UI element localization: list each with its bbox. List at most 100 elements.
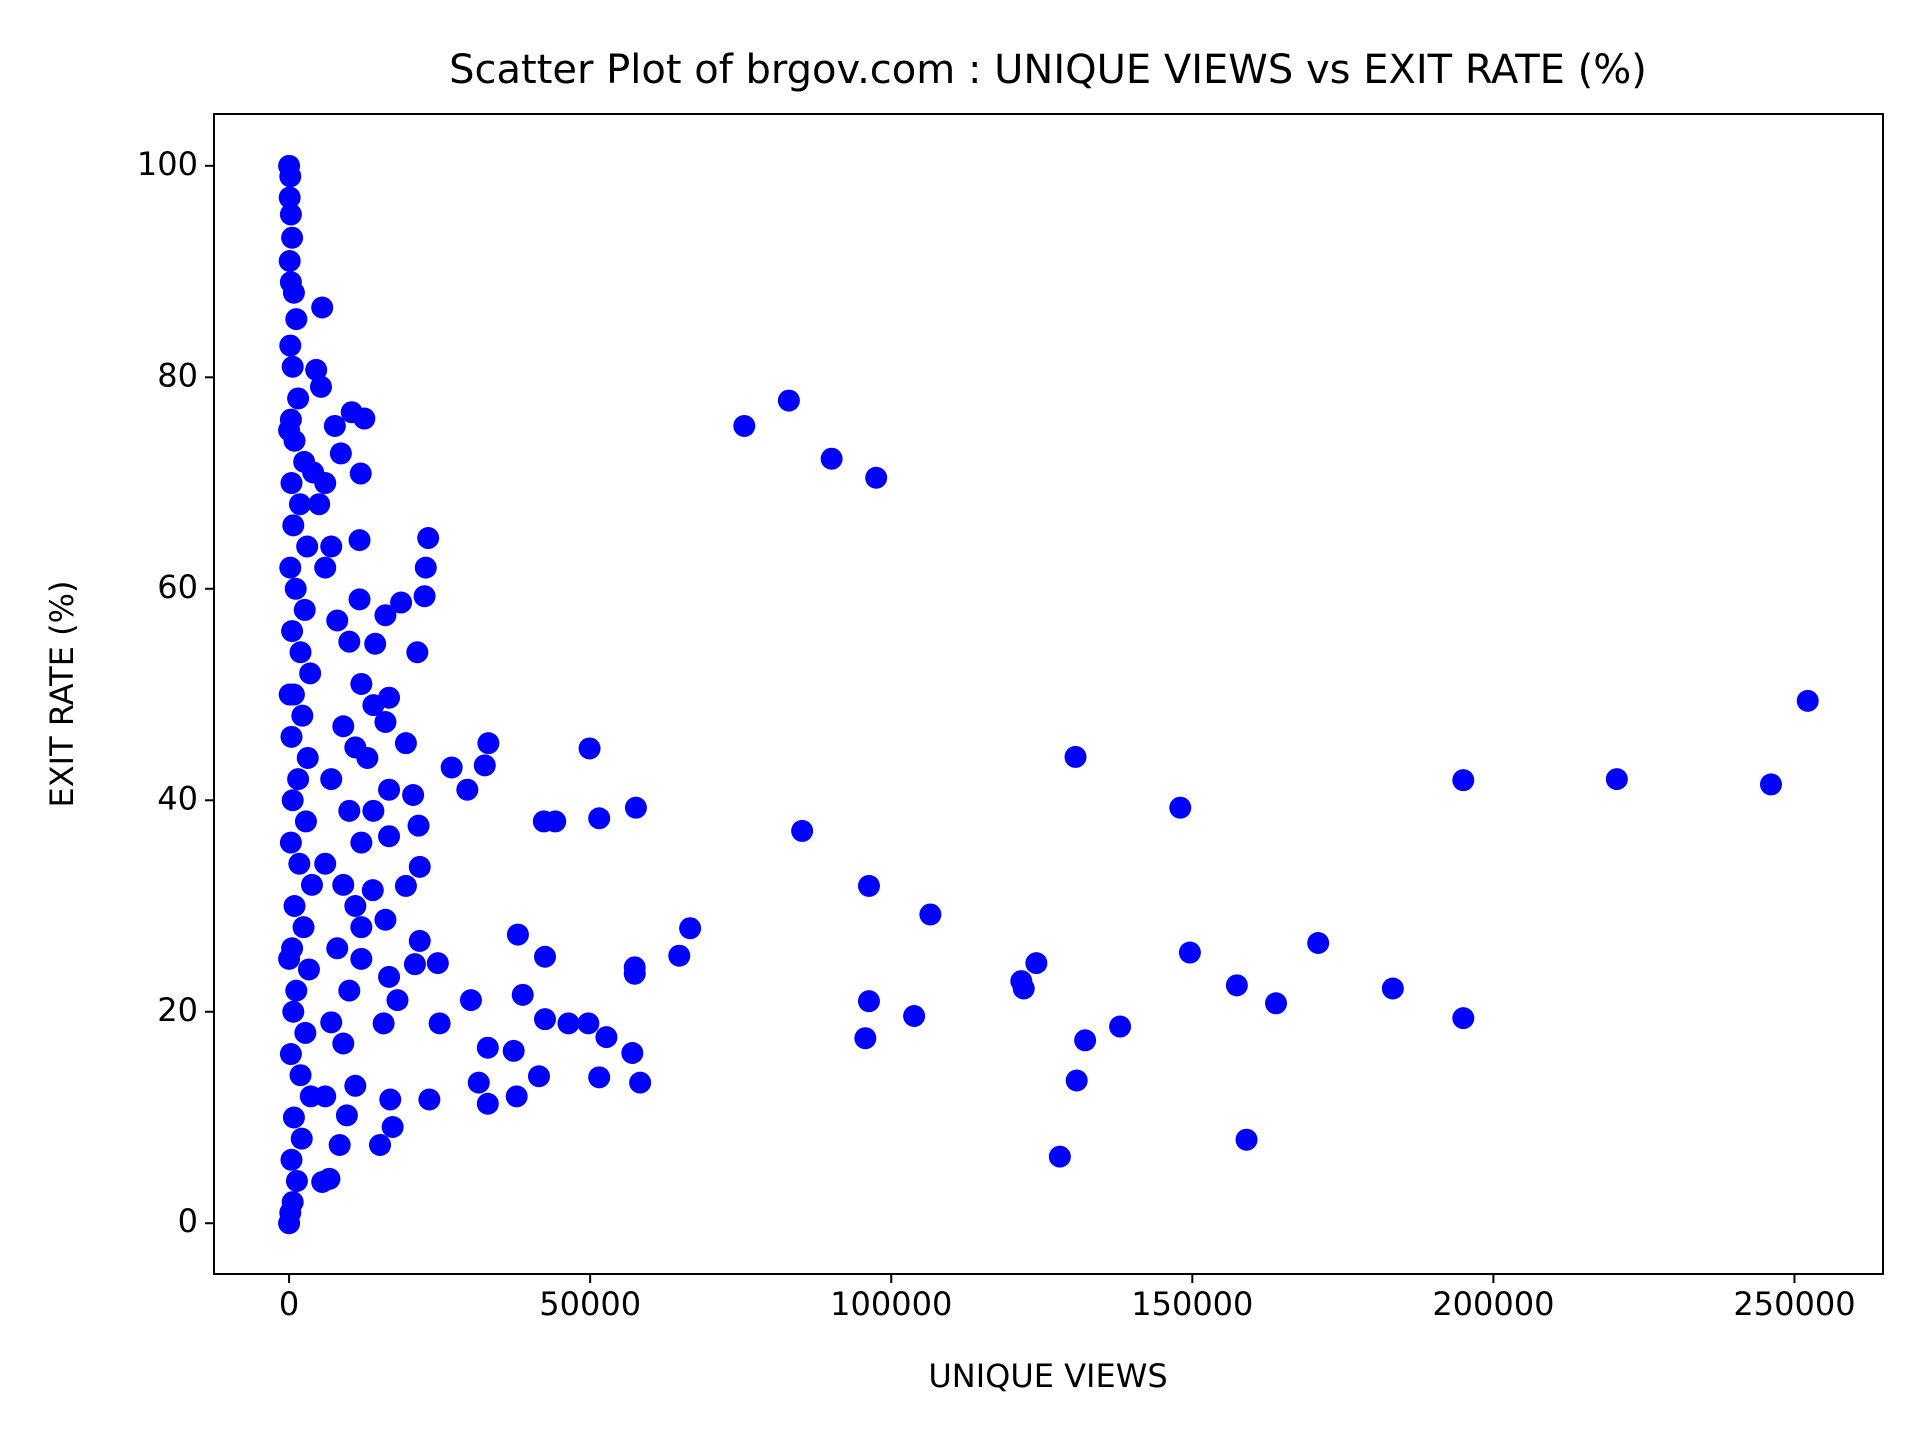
data-point	[344, 895, 367, 918]
data-point	[338, 630, 361, 653]
data-point	[372, 1012, 395, 1035]
data-point	[791, 819, 814, 842]
data-point	[865, 466, 888, 489]
data-point	[294, 1021, 317, 1044]
data-point	[418, 1088, 441, 1111]
data-point	[733, 414, 756, 437]
data-point	[534, 945, 557, 968]
data-point	[314, 556, 337, 579]
data-point	[305, 358, 328, 381]
data-point	[624, 796, 647, 819]
data-point	[394, 874, 417, 897]
data-point	[332, 873, 355, 896]
data-point	[338, 979, 361, 1002]
data-point	[280, 1148, 303, 1171]
data-point	[289, 1064, 312, 1087]
data-point	[328, 1133, 351, 1156]
data-point	[326, 937, 349, 960]
data-point	[473, 754, 496, 777]
data-point	[1381, 977, 1404, 1000]
data-point	[595, 1026, 618, 1049]
data-point	[278, 947, 301, 970]
data-point	[279, 1201, 302, 1224]
y-tick-label: 60	[157, 568, 198, 606]
data-point	[1265, 992, 1288, 1015]
data-point	[311, 296, 334, 319]
data-point	[511, 983, 534, 1006]
data-point	[350, 916, 373, 939]
data-point	[378, 965, 401, 988]
data-point	[406, 641, 429, 664]
data-point	[1074, 1029, 1097, 1052]
data-point	[679, 917, 702, 940]
data-point	[557, 1012, 580, 1035]
data-point	[314, 852, 337, 875]
data-point	[381, 1116, 404, 1139]
data-point	[378, 778, 401, 801]
data-point	[278, 186, 301, 209]
data-point	[281, 226, 304, 249]
data-point	[1169, 796, 1192, 819]
data-point	[394, 732, 417, 755]
plot-frame	[213, 113, 1884, 1275]
data-point	[534, 1008, 557, 1031]
x-tick-label: 50000	[539, 1285, 641, 1323]
data-point	[344, 1074, 367, 1097]
data-point	[362, 694, 385, 717]
data-point	[294, 810, 317, 833]
data-point	[293, 598, 316, 621]
data-point	[369, 1133, 392, 1156]
data-point	[279, 165, 302, 188]
data-point	[300, 873, 323, 896]
data-point	[326, 609, 349, 632]
data-point	[329, 442, 352, 465]
y-tick-label: 80	[157, 356, 198, 394]
data-point	[278, 683, 301, 706]
data-point	[279, 334, 302, 357]
data-point	[623, 962, 646, 985]
data-point	[374, 711, 397, 734]
data-point	[278, 419, 301, 442]
data-point	[332, 715, 355, 738]
data-point	[296, 746, 319, 769]
data-point	[1109, 1015, 1132, 1038]
data-point	[390, 591, 413, 614]
data-point	[476, 1036, 499, 1059]
data-point	[854, 1027, 877, 1050]
data-point	[288, 852, 311, 875]
data-point	[1307, 932, 1330, 955]
data-point	[338, 799, 361, 822]
data-point	[459, 989, 482, 1012]
data-point	[428, 1012, 451, 1035]
data-point	[350, 672, 373, 695]
data-point	[282, 1000, 305, 1023]
data-point	[350, 947, 373, 970]
data-point	[285, 979, 308, 1002]
data-point	[857, 874, 880, 897]
data-point	[332, 1032, 355, 1055]
data-point	[407, 814, 430, 837]
data-point	[527, 1065, 550, 1088]
data-point	[502, 1039, 525, 1062]
y-tick-label: 100	[137, 145, 198, 183]
data-point	[308, 493, 331, 516]
data-point	[280, 472, 303, 495]
data-point	[379, 1088, 402, 1111]
data-point	[1025, 952, 1048, 975]
data-point	[285, 308, 308, 331]
data-point	[1048, 1145, 1071, 1168]
data-point	[292, 916, 315, 939]
data-point	[279, 203, 302, 226]
data-point	[374, 908, 397, 931]
data-point	[364, 632, 387, 655]
data-point	[629, 1071, 652, 1094]
data-point	[532, 810, 555, 833]
data-point	[356, 746, 379, 769]
data-point	[282, 1106, 305, 1129]
data-point	[1452, 1007, 1475, 1030]
data-point	[350, 831, 373, 854]
data-point	[279, 1043, 302, 1066]
data-point	[1064, 745, 1087, 768]
